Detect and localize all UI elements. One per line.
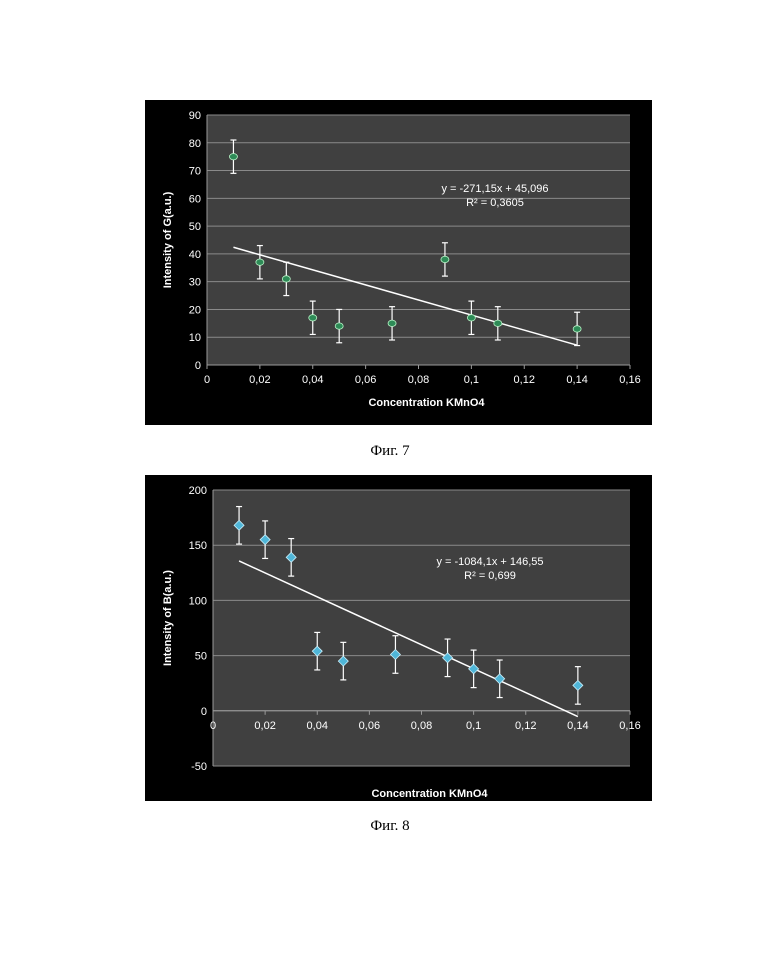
trendline-equation: y = -1084,1x + 146,55 (436, 556, 543, 568)
data-point (494, 320, 502, 326)
x-tick-label: 0,04 (302, 374, 323, 386)
scatter-chart-fig8: -50 0 50 100 150 200 0 0,02 0,04 0,06 0,08 0,1 0,12 0… (145, 475, 652, 801)
y-axis-title: Intensity of B(a.u.) (162, 570, 174, 666)
y-tick-label: 0 (195, 360, 201, 372)
x-tick-label: 0,16 (619, 374, 640, 386)
x-tick-label: 0,06 (359, 720, 380, 732)
chart-panel-fig7: 0 10 20 30 40 50 60 70 80 90 0 0,02 0,04 0,06 0,08 0,1 0… (145, 100, 652, 425)
x-tick-label: 0,08 (408, 374, 429, 386)
y-tick-label: 90 (189, 110, 201, 122)
y-tick-label: 30 (189, 277, 201, 289)
y-tick-label: -50 (191, 761, 207, 773)
x-axis-title: Concentration KMnO4 (368, 397, 485, 409)
data-point (309, 315, 317, 321)
y-tick-label: 50 (189, 221, 201, 233)
data-point (441, 256, 449, 262)
x-tick-label: 0,02 (249, 374, 270, 386)
plot-area (207, 115, 630, 365)
y-tick-label: 10 (189, 332, 201, 344)
data-point (282, 276, 290, 282)
data-point (388, 320, 396, 326)
y-tick-label: 50 (195, 651, 207, 663)
x-tick-label: 0,16 (619, 720, 640, 732)
x-tick-label: 0 (204, 374, 210, 386)
data-point (335, 323, 343, 329)
trendline-r2: R² = 0,699 (464, 570, 516, 582)
x-tick-label: 0,06 (355, 374, 376, 386)
x-tick-label: 0,12 (515, 720, 536, 732)
y-tick-label: 40 (189, 249, 201, 261)
x-tick-label: 0,1 (464, 374, 479, 386)
x-tick-label: 0,12 (514, 374, 535, 386)
x-tick-label: 0,14 (567, 720, 588, 732)
trendline-r2: R² = 0,3605 (466, 197, 524, 209)
x-axis-title: Concentration KMnO4 (371, 788, 488, 800)
y-tick-label: 70 (189, 166, 201, 178)
y-tick-label: 60 (189, 193, 201, 205)
y-axis-title: Intensity of G(a.u.) (162, 191, 174, 288)
x-tick-label: 0 (210, 720, 216, 732)
x-tick-label: 0,04 (307, 720, 328, 732)
trendline-equation: y = -271,15x + 45,096 (441, 183, 548, 195)
y-tick-label: 100 (189, 595, 207, 607)
x-tick-label: 0,02 (254, 720, 275, 732)
y-tick-label: 0 (201, 706, 207, 718)
x-tick-label: 0,08 (411, 720, 432, 732)
x-tick-label: 0,14 (566, 374, 587, 386)
figure-caption-8: Фиг. 8 (0, 818, 780, 835)
y-tick-label: 150 (189, 540, 207, 552)
figure-caption-7: Фиг. 7 (0, 443, 780, 460)
data-point (467, 315, 475, 321)
y-tick-label: 20 (189, 304, 201, 316)
x-tick-label: 0,1 (466, 720, 481, 732)
scatter-chart-fig7: 0 10 20 30 40 50 60 70 80 90 0 0,02 0,04 0,06 0,08 0,1 0… (145, 100, 652, 425)
data-point (573, 326, 581, 332)
chart-panel-fig8: -50 0 50 100 150 200 0 0,02 0,04 0,06 0,08 0,1 0,12 0… (145, 475, 652, 801)
y-tick-label: 200 (189, 485, 207, 497)
data-point (256, 259, 264, 265)
data-point (229, 153, 237, 159)
y-tick-label: 80 (189, 138, 201, 150)
